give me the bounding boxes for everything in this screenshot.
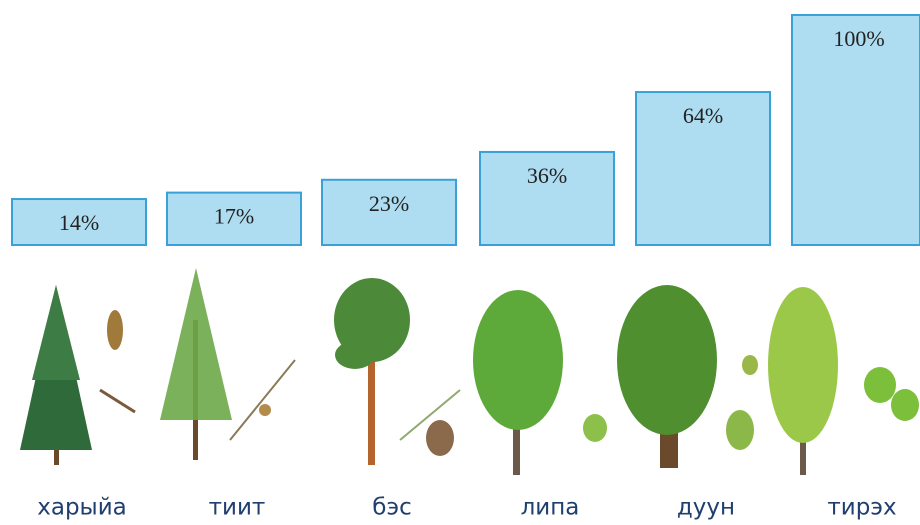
bar: [11, 198, 147, 246]
value-label: 23%: [369, 191, 409, 216]
category-label: дуун: [677, 495, 735, 521]
value-label: 64%: [683, 103, 723, 128]
value-label: 36%: [527, 163, 567, 188]
value-label: 17%: [214, 204, 254, 229]
value-label: 14%: [59, 210, 99, 235]
category-label: тиит: [209, 495, 266, 521]
tree-illustrations: [20, 268, 919, 475]
category-label: бэс: [372, 495, 411, 521]
value-label: 100%: [833, 26, 884, 51]
category-label: липа: [521, 495, 580, 521]
bar: [791, 14, 920, 246]
bar: [635, 91, 771, 247]
bar: [166, 191, 302, 246]
category-label: тирэх: [827, 495, 896, 521]
bar: [479, 150, 615, 247]
category-label: харыйа: [37, 495, 127, 521]
bar: [321, 178, 457, 246]
